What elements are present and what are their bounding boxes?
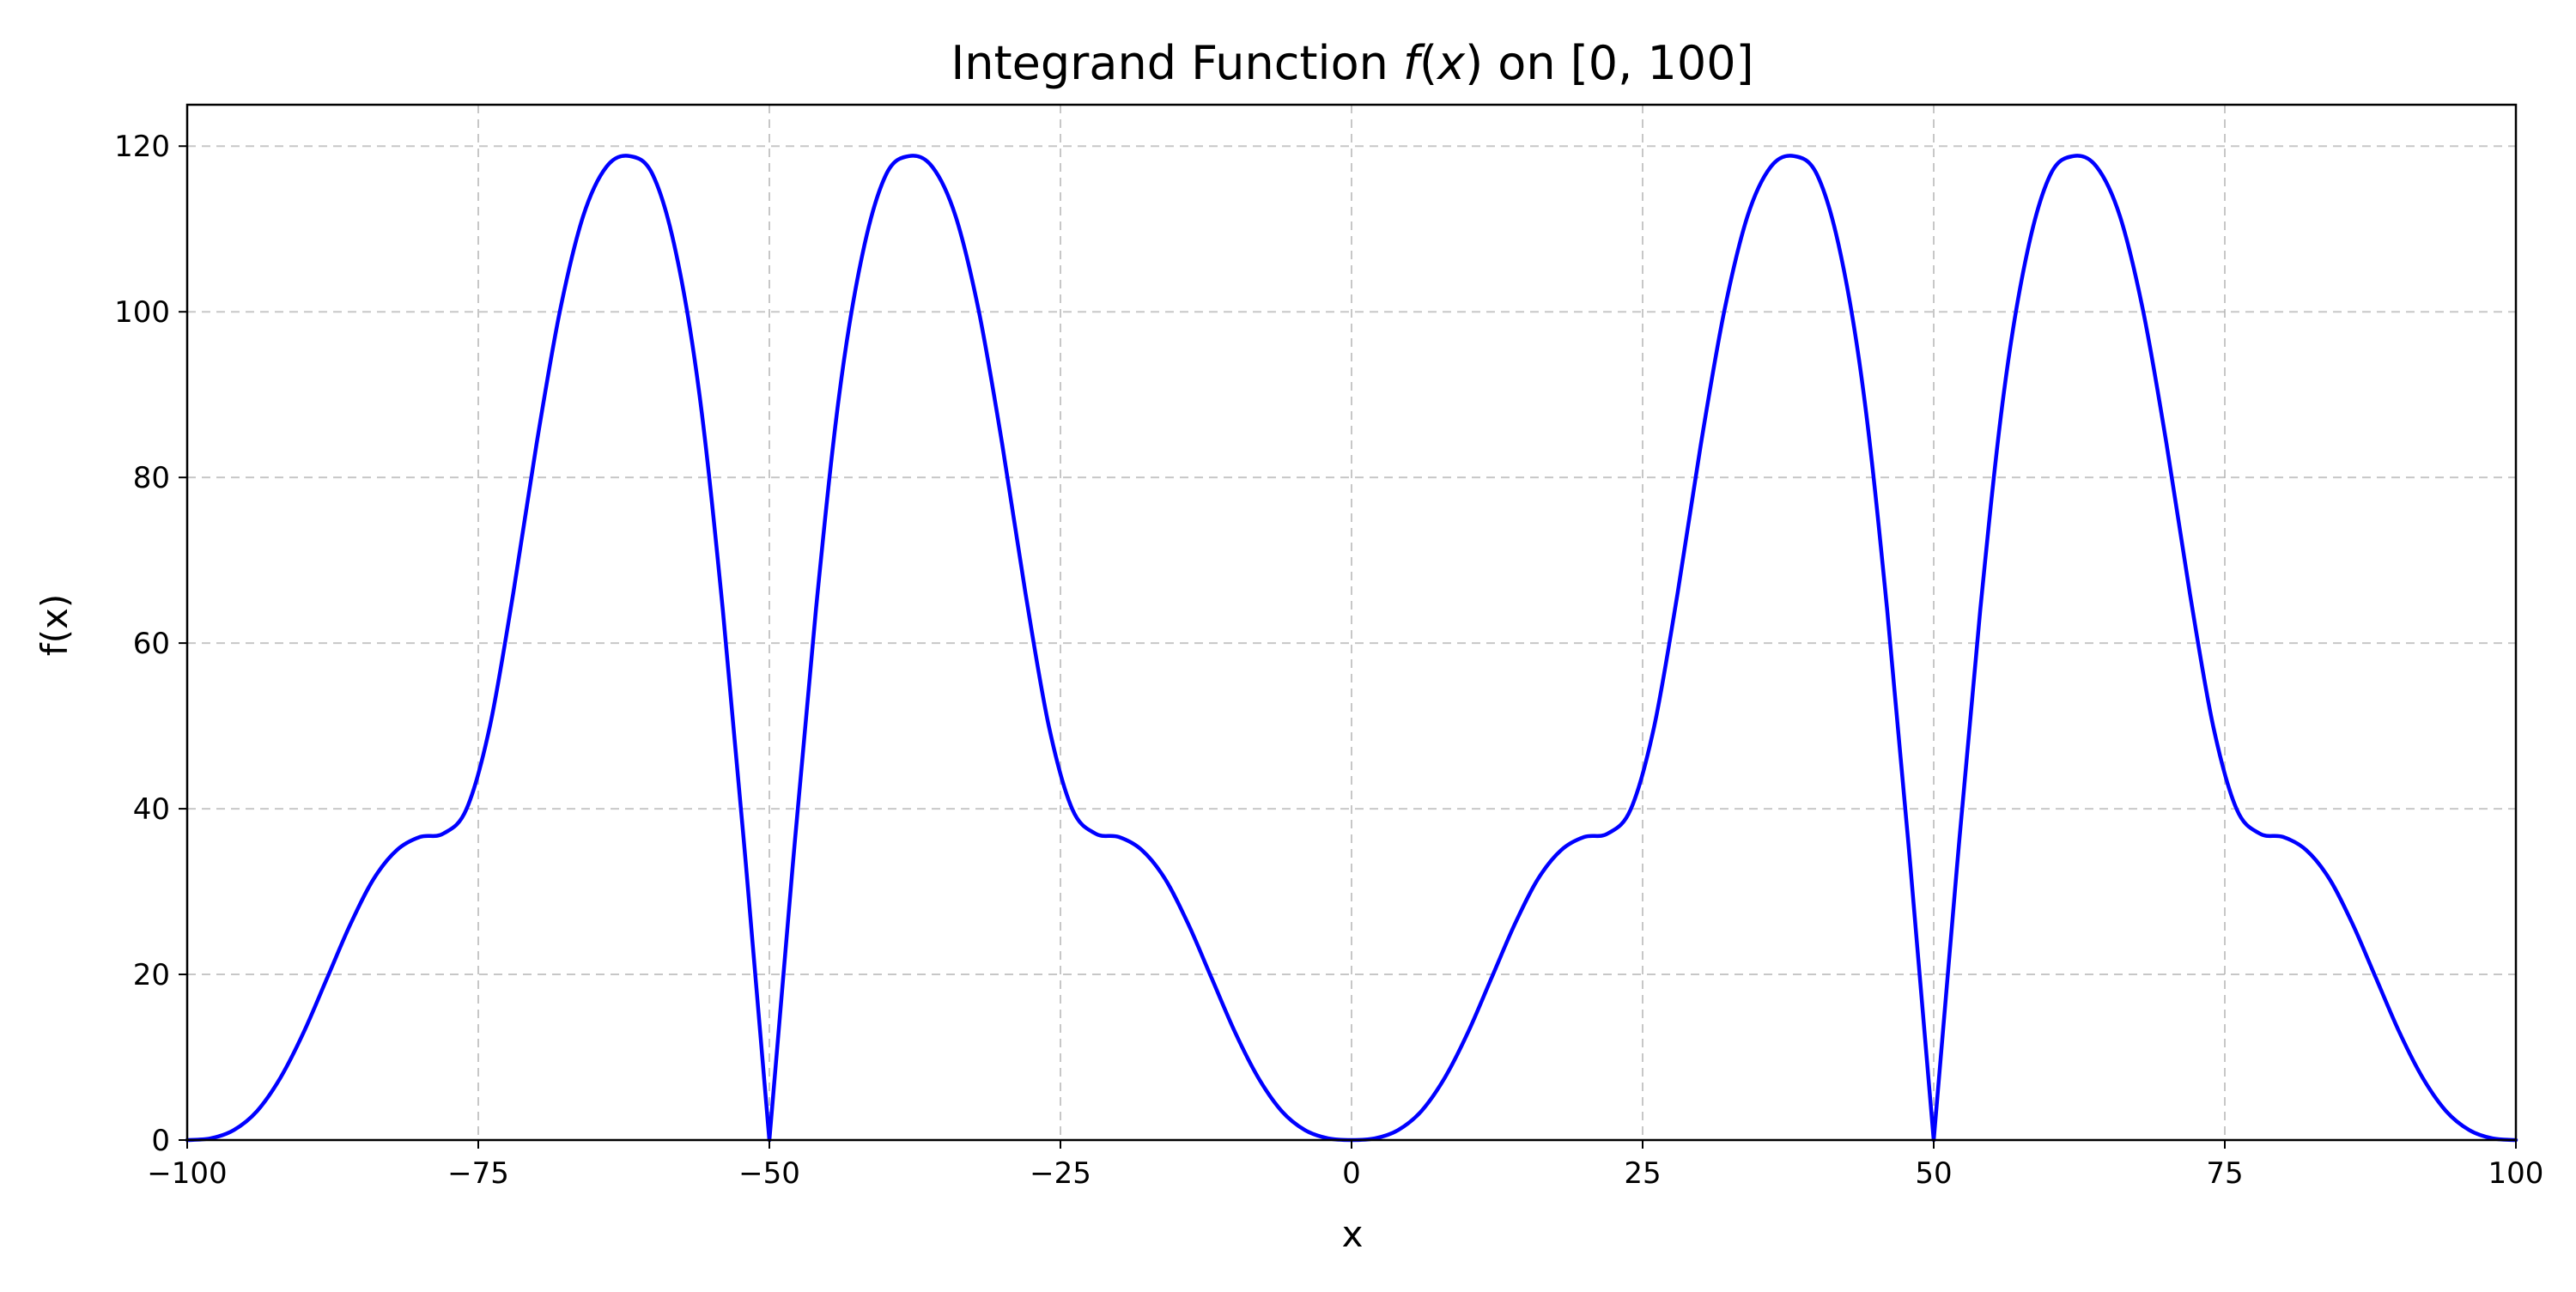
chart-title: Integrand Function f(x) on [0, 100] <box>951 36 1753 90</box>
y-tick-label: 120 <box>114 130 170 164</box>
x-tick-label: 75 <box>2206 1156 2243 1191</box>
x-tick-label: −25 <box>1030 1156 1091 1191</box>
y-tick-label: 60 <box>133 627 170 661</box>
x-tick-label: 50 <box>1915 1156 1952 1191</box>
y-axis-label: f(x) <box>33 594 76 656</box>
title-x: x <box>1436 36 1466 90</box>
x-tick-label: 100 <box>2488 1156 2544 1191</box>
x-tick-label: −75 <box>447 1156 509 1191</box>
y-tick-label: 20 <box>133 958 170 992</box>
x-tick-label: −50 <box>738 1156 800 1191</box>
x-tick-label: −100 <box>147 1156 227 1191</box>
y-tick-label: 100 <box>114 295 170 330</box>
y-tick-label: 80 <box>133 461 170 495</box>
ticks: −100 −75 −50 −25 0 25 50 75 100 0 20 40 60 80 100 120 <box>114 130 2543 1191</box>
x-tick-label: 25 <box>1624 1156 1661 1191</box>
title-suffix: on [0, 100] <box>1483 36 1753 90</box>
x-axis-label: x <box>1342 1213 1364 1255</box>
title-prefix: Integrand Function <box>951 36 1403 90</box>
y-tick-label: 40 <box>133 792 170 827</box>
title-paren-open: ( <box>1419 36 1437 90</box>
y-tick-label: 0 <box>151 1124 170 1158</box>
title-paren-close: ) <box>1465 36 1483 90</box>
x-tick-label: 0 <box>1342 1156 1361 1191</box>
